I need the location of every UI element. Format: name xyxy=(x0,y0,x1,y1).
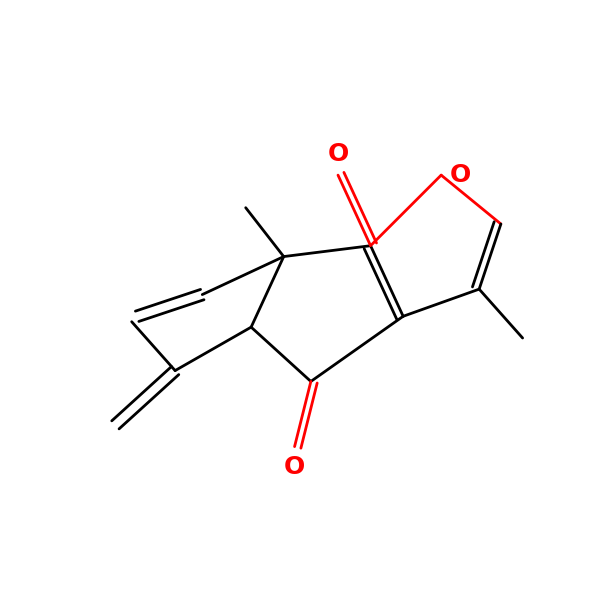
Text: O: O xyxy=(328,142,349,166)
Text: O: O xyxy=(284,455,305,479)
Text: O: O xyxy=(449,163,471,187)
